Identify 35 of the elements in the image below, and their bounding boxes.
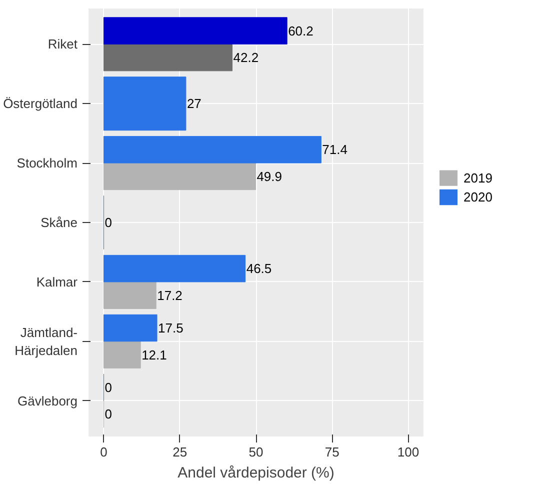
bar xyxy=(103,17,288,44)
y-tick-label: Kalmar xyxy=(36,274,78,290)
data-label: 12.1 xyxy=(142,347,167,362)
legend-label: 2020 xyxy=(464,190,492,205)
x-tick-label: 0 xyxy=(100,444,108,460)
x-tick-label: 100 xyxy=(397,444,420,460)
data-label: 60.2 xyxy=(288,23,314,38)
legend-label: 2019 xyxy=(464,170,492,186)
bar xyxy=(103,314,158,342)
data-label: 17.2 xyxy=(157,288,182,303)
x-tick-label: 25 xyxy=(172,444,188,460)
data-label: 0 xyxy=(104,380,112,395)
bar xyxy=(103,254,246,282)
x-axis-title: Andel vårdepisoder (%) xyxy=(178,464,334,482)
y-tick-label: Gävleborg xyxy=(18,393,78,408)
data-label: 46.5 xyxy=(246,261,272,276)
data-label: 0 xyxy=(104,215,112,230)
bar xyxy=(103,282,156,309)
bar xyxy=(103,341,141,368)
data-label: 27 xyxy=(186,96,202,112)
data-label: 71.4 xyxy=(322,142,348,158)
y-tick-label: Stockholm xyxy=(16,156,78,171)
y-tick-label: Östergötland xyxy=(3,96,78,112)
data-label: 17.5 xyxy=(158,320,184,336)
bar xyxy=(103,162,256,190)
x-tick-label: 75 xyxy=(324,444,340,460)
bar xyxy=(103,44,232,72)
data-label: 42.2 xyxy=(233,50,259,66)
data-label: 49.9 xyxy=(256,168,282,184)
y-tick-label: Riket xyxy=(48,36,78,52)
y-tick-label: Jämtland-Härjedalen xyxy=(14,324,78,358)
x-tick-label: 50 xyxy=(248,444,264,460)
data-label: 0 xyxy=(104,406,112,422)
bar xyxy=(103,136,322,164)
y-tick-label: Skåne xyxy=(40,215,78,230)
